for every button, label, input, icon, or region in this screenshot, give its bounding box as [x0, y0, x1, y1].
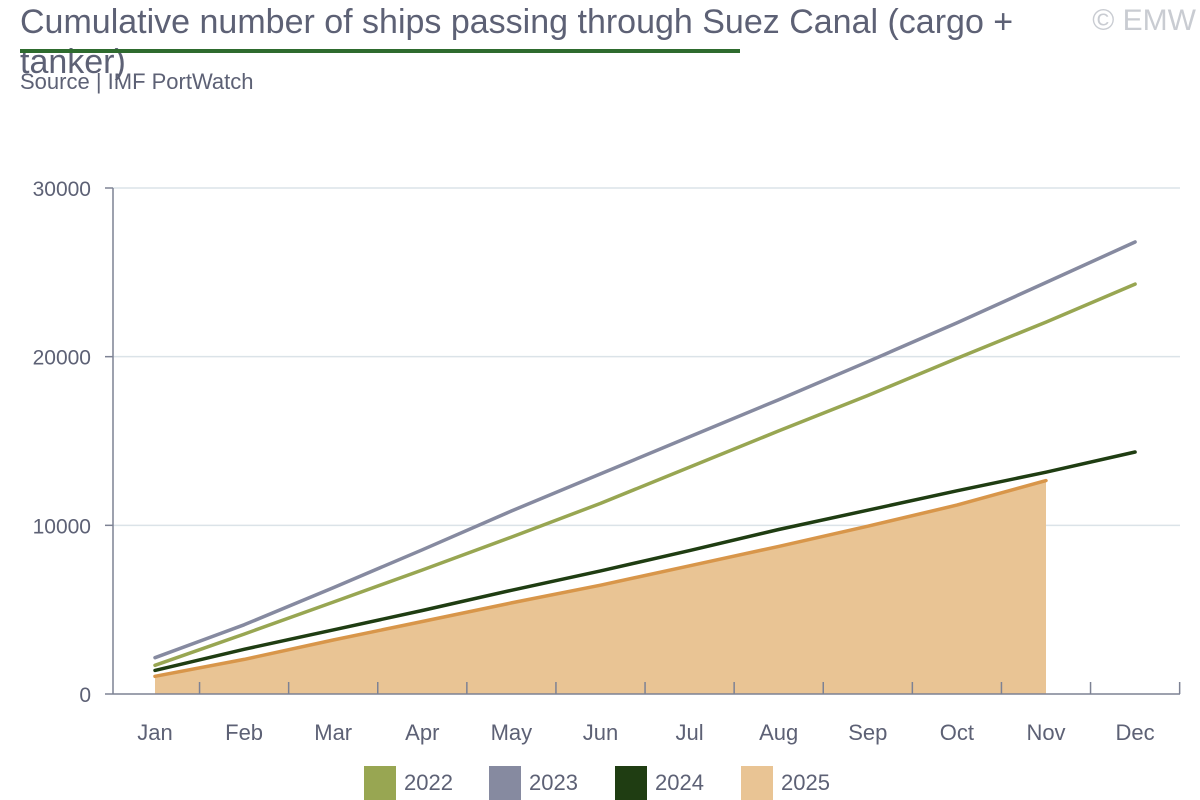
y-tick-label: 20000: [33, 347, 91, 370]
y-tick-label: 10000: [33, 515, 91, 538]
legend-label: 2023: [529, 770, 578, 795]
legend-label: 2022: [404, 770, 453, 795]
series-2025-area: [155, 480, 1046, 694]
x-tick-label: Dec: [1116, 720, 1155, 745]
x-tick-label: Mar: [314, 720, 352, 745]
legend-swatch: [489, 766, 521, 800]
x-tick-label: Aug: [759, 720, 798, 745]
x-tick-label: Sep: [848, 720, 887, 745]
x-tick-label: Jun: [583, 720, 618, 745]
series-2022-line: [153, 282, 1137, 668]
legend-swatch: [364, 766, 396, 800]
x-tick-label: Apr: [405, 720, 439, 745]
x-tick-label: Nov: [1026, 720, 1065, 745]
series-2023-line: [153, 240, 1137, 660]
legend-swatch: [615, 766, 647, 800]
x-tick-label: Jan: [137, 720, 172, 745]
copyright-watermark: © EMW: [1092, 4, 1196, 37]
series-2025-line: [153, 478, 1048, 679]
y-tick-label: 0: [79, 684, 91, 707]
y-tick-label: 30000: [33, 178, 91, 201]
x-tick-label: Feb: [225, 720, 263, 745]
chart-legend: 2022 2023 2024 2025: [0, 764, 1200, 800]
series-2024-line: [153, 450, 1137, 673]
x-tick-label: Jul: [676, 720, 704, 745]
legend-label: 2024: [655, 770, 704, 795]
legend-swatch: [741, 766, 773, 800]
legend-label: 2025: [781, 770, 830, 795]
x-tick-label: Oct: [940, 720, 974, 745]
line-chart: 0 10000 20000 30000 Jan Feb Mar Apr May Jun Jul Aug…: [33, 178, 1181, 745]
x-tick-label: May: [491, 720, 533, 745]
title-underline: [20, 49, 740, 53]
chart-subtitle: Source | IMF PortWatch: [20, 69, 254, 94]
